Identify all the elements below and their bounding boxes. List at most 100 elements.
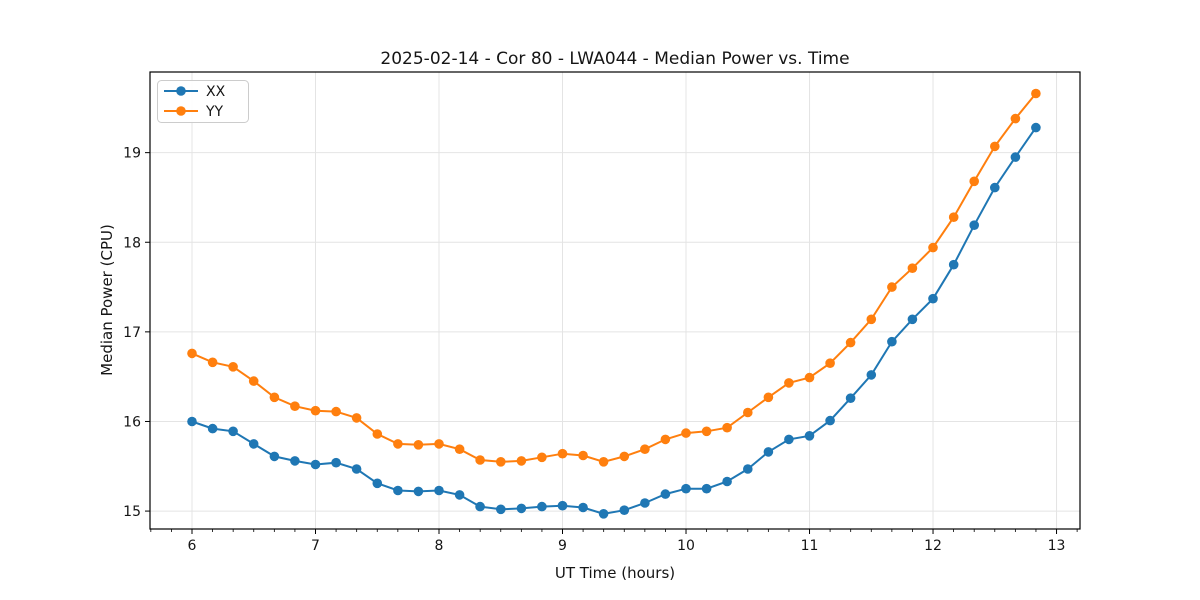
- data-point-XX: [1031, 122, 1041, 133]
- data-point-XX: [743, 464, 753, 474]
- data-point-XX: [228, 426, 238, 437]
- data-point-XX: [310, 459, 321, 470]
- data-point-YY: [969, 176, 979, 187]
- data-point-XX: [907, 314, 918, 325]
- data-point-XX: [372, 478, 383, 489]
- data-point-XX: [887, 336, 897, 347]
- data-point-XX: [290, 456, 300, 466]
- data-point-YY: [990, 141, 1000, 152]
- data-point-XX: [866, 370, 877, 380]
- data-point-XX: [434, 485, 444, 496]
- data-point-XX: [681, 483, 691, 494]
- data-point-XX: [331, 457, 341, 468]
- legend-label-XX: XX: [206, 84, 226, 100]
- x-tick-label: 12: [924, 538, 942, 554]
- data-point-YY: [578, 450, 588, 461]
- data-point-XX: [454, 490, 465, 500]
- data-point-YY: [331, 406, 341, 417]
- data-point-XX: [969, 220, 979, 230]
- data-point-XX: [784, 434, 794, 445]
- data-point-YY: [496, 457, 506, 467]
- data-point-YY: [310, 405, 321, 416]
- data-point-XX: [660, 489, 671, 499]
- data-point-YY: [454, 444, 465, 455]
- data-point-YY: [619, 451, 630, 462]
- x-axis-label: UT Time (hours): [555, 564, 675, 582]
- x-tick-label: 10: [677, 538, 695, 554]
- data-point-XX: [845, 393, 856, 404]
- data-point-YY: [1010, 113, 1021, 124]
- data-point-YY: [743, 407, 753, 418]
- data-point-XX: [578, 502, 588, 513]
- y-axis-label: Median Power (CPU): [98, 224, 116, 376]
- data-point-XX: [640, 498, 650, 508]
- data-point-YY: [784, 378, 794, 388]
- x-tick-label: 13: [1048, 538, 1066, 554]
- data-point-XX: [187, 416, 197, 427]
- data-point-XX: [928, 293, 938, 304]
- y-tick-label: 17: [123, 325, 141, 341]
- data-point-XX: [475, 501, 485, 512]
- x-tick-label: 9: [558, 538, 567, 554]
- data-point-YY: [269, 392, 280, 403]
- x-tick-label: 7: [311, 538, 320, 554]
- data-point-YY: [413, 440, 424, 450]
- y-tick-label: 18: [123, 235, 141, 251]
- legend-sample-marker-YY: [176, 106, 186, 116]
- data-point-XX: [269, 451, 280, 462]
- data-point-YY: [763, 392, 774, 403]
- data-point-XX: [825, 415, 835, 426]
- data-point-YY: [434, 439, 444, 449]
- chart-title: 2025-02-14 - Cor 80 - LWA044 - Median Po…: [380, 49, 849, 69]
- data-point-XX: [990, 182, 1000, 193]
- y-tick-label: 16: [123, 414, 141, 430]
- data-point-XX: [619, 505, 630, 515]
- data-point-YY: [187, 348, 197, 359]
- data-point-YY: [248, 376, 259, 386]
- data-point-XX: [722, 476, 732, 487]
- data-point-XX: [207, 423, 218, 434]
- data-point-XX: [804, 431, 815, 441]
- data-point-XX: [351, 464, 362, 474]
- y-tick-label: 15: [123, 504, 141, 520]
- data-point-YY: [290, 401, 300, 412]
- data-point-YY: [640, 444, 650, 455]
- data-point-YY: [928, 242, 938, 253]
- x-tick-label: 6: [188, 538, 197, 554]
- data-point-YY: [537, 452, 547, 463]
- data-point-XX: [248, 439, 259, 449]
- data-point-YY: [825, 358, 835, 369]
- data-point-XX: [763, 447, 774, 457]
- data-point-YY: [557, 448, 568, 459]
- data-point-YY: [351, 413, 362, 423]
- data-point-YY: [701, 426, 712, 437]
- data-point-XX: [537, 501, 547, 512]
- legend-box: [157, 80, 249, 123]
- data-point-YY: [660, 434, 671, 445]
- data-point-YY: [228, 362, 238, 372]
- data-point-XX: [701, 483, 712, 494]
- legend-label-YY: YY: [205, 104, 224, 120]
- data-point-XX: [557, 500, 568, 511]
- data-point-YY: [681, 428, 691, 438]
- legend-sample-marker-XX: [176, 86, 186, 96]
- x-tick-label: 8: [435, 538, 444, 554]
- data-point-YY: [948, 212, 959, 222]
- y-tick-label: 19: [123, 146, 141, 162]
- data-point-YY: [907, 263, 918, 274]
- data-point-YY: [722, 422, 732, 433]
- data-point-YY: [393, 439, 403, 449]
- legend: XX YY: [157, 80, 249, 123]
- data-point-YY: [372, 429, 383, 439]
- data-point-XX: [1010, 152, 1021, 162]
- series-line-YY: [191, 92, 1037, 463]
- data-point-XX: [948, 259, 959, 270]
- data-point-XX: [598, 509, 609, 519]
- x-tick-label: 11: [801, 538, 819, 554]
- data-point-XX: [413, 486, 424, 497]
- data-point-YY: [516, 456, 527, 466]
- plot-frame: [149, 71, 1081, 530]
- data-point-YY: [804, 372, 815, 383]
